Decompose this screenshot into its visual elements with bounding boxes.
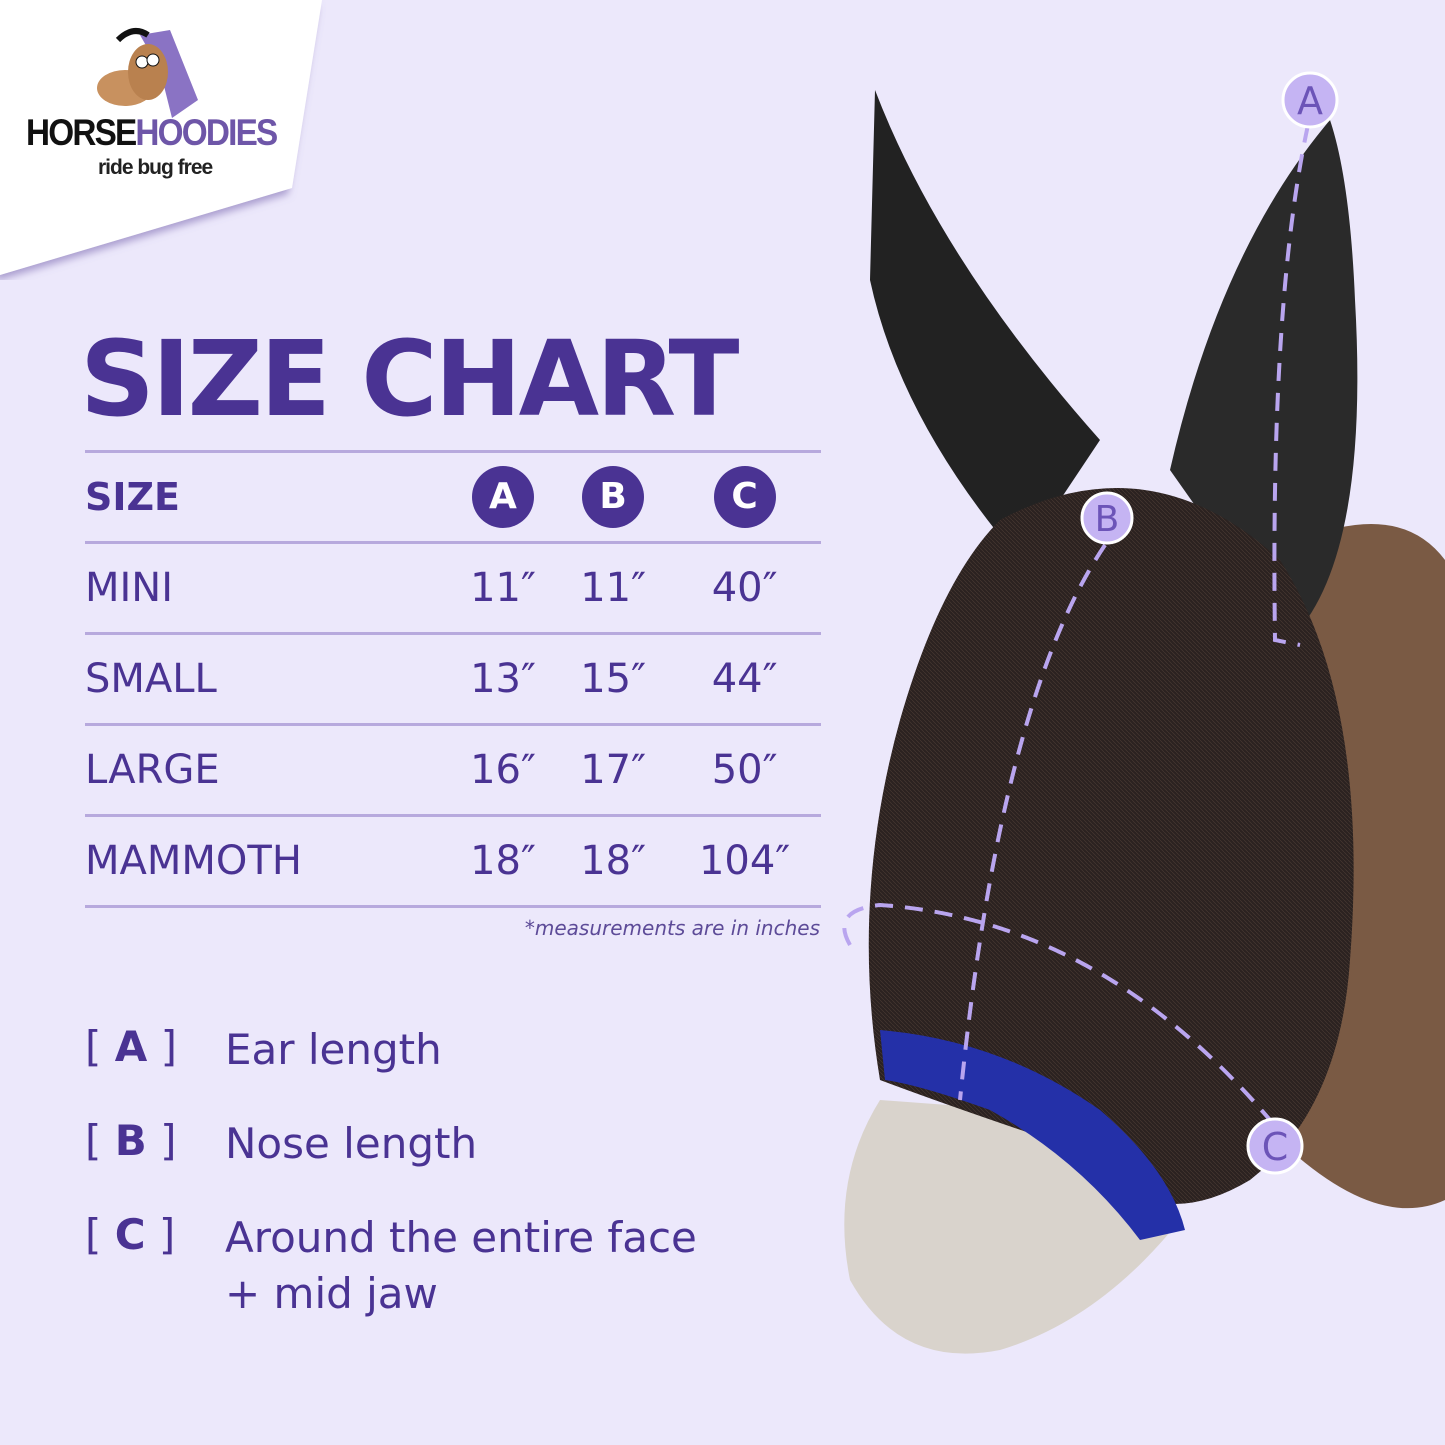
header-b-badge: B (582, 466, 645, 528)
horse-mascot-icon (97, 28, 198, 118)
header-c-badge: C (713, 466, 776, 528)
brand-tagline: ride bug free (98, 156, 213, 179)
mask-trim (880, 1030, 1185, 1240)
b-cell: 18″ (558, 814, 669, 908)
legend-description-line2: + mid jaw (225, 1269, 438, 1318)
svg-text:C: C (1262, 1125, 1289, 1169)
marker-b: B (1080, 491, 1134, 545)
b-cell: 11″ (558, 541, 669, 634)
c-cell: 104″ (668, 814, 821, 908)
mask-body (868, 488, 1354, 1204)
b-cell: 17″ (558, 723, 669, 816)
table-row: LARGE 16″ 17″ 50″ (85, 723, 821, 816)
b-cell: 15″ (558, 632, 669, 725)
page-title: SIZE CHART (80, 318, 739, 440)
size-cell: MAMMOTH (85, 814, 448, 908)
c-cell: 44″ (668, 632, 821, 725)
legend-description: Nose length (225, 1119, 478, 1168)
table-row: SMALL 13″ 15″ 44″ (85, 632, 821, 725)
brand-logo: HORSEHOODIES (26, 112, 278, 153)
size-cell: LARGE (85, 723, 448, 816)
a-cell: 11″ (447, 541, 559, 634)
measure-line-c (842, 902, 1272, 1122)
a-cell: 18″ (447, 814, 559, 908)
svg-text:A: A (1297, 79, 1323, 123)
logo-card (0, 0, 322, 275)
table-row: MINI 11″ 11″ 40″ (85, 541, 821, 634)
header-size: SIZE (85, 450, 448, 543)
left-ear (870, 90, 1100, 560)
marker-a: A (1281, 71, 1339, 129)
marker-c: C (1246, 1117, 1304, 1175)
table-row: MAMMOTH 18″ 18″ 104″ (85, 814, 821, 908)
size-cell: SMALL (85, 632, 448, 725)
measurement-note: *measurements are in inches (524, 916, 820, 940)
size-cell: MINI (85, 541, 448, 634)
a-cell: 16″ (447, 723, 559, 816)
a-cell: 13″ (447, 632, 559, 725)
size-table: SIZE A B C MINI 11″ 11″ 40″ SMALL 13″ 15″ 44″ … (85, 450, 821, 908)
header-a-badge: A (471, 466, 534, 528)
table-header-row: SIZE A B C (85, 450, 821, 543)
legend-description: Ear length (225, 1025, 442, 1074)
donkey-fly-mask-photo: A B C (842, 71, 1445, 1354)
c-cell: 40″ (668, 541, 821, 634)
legend-description: Around the entire face (225, 1213, 697, 1262)
c-cell: 50″ (668, 723, 821, 816)
svg-text:B: B (1095, 499, 1120, 540)
right-ear (1170, 120, 1358, 640)
